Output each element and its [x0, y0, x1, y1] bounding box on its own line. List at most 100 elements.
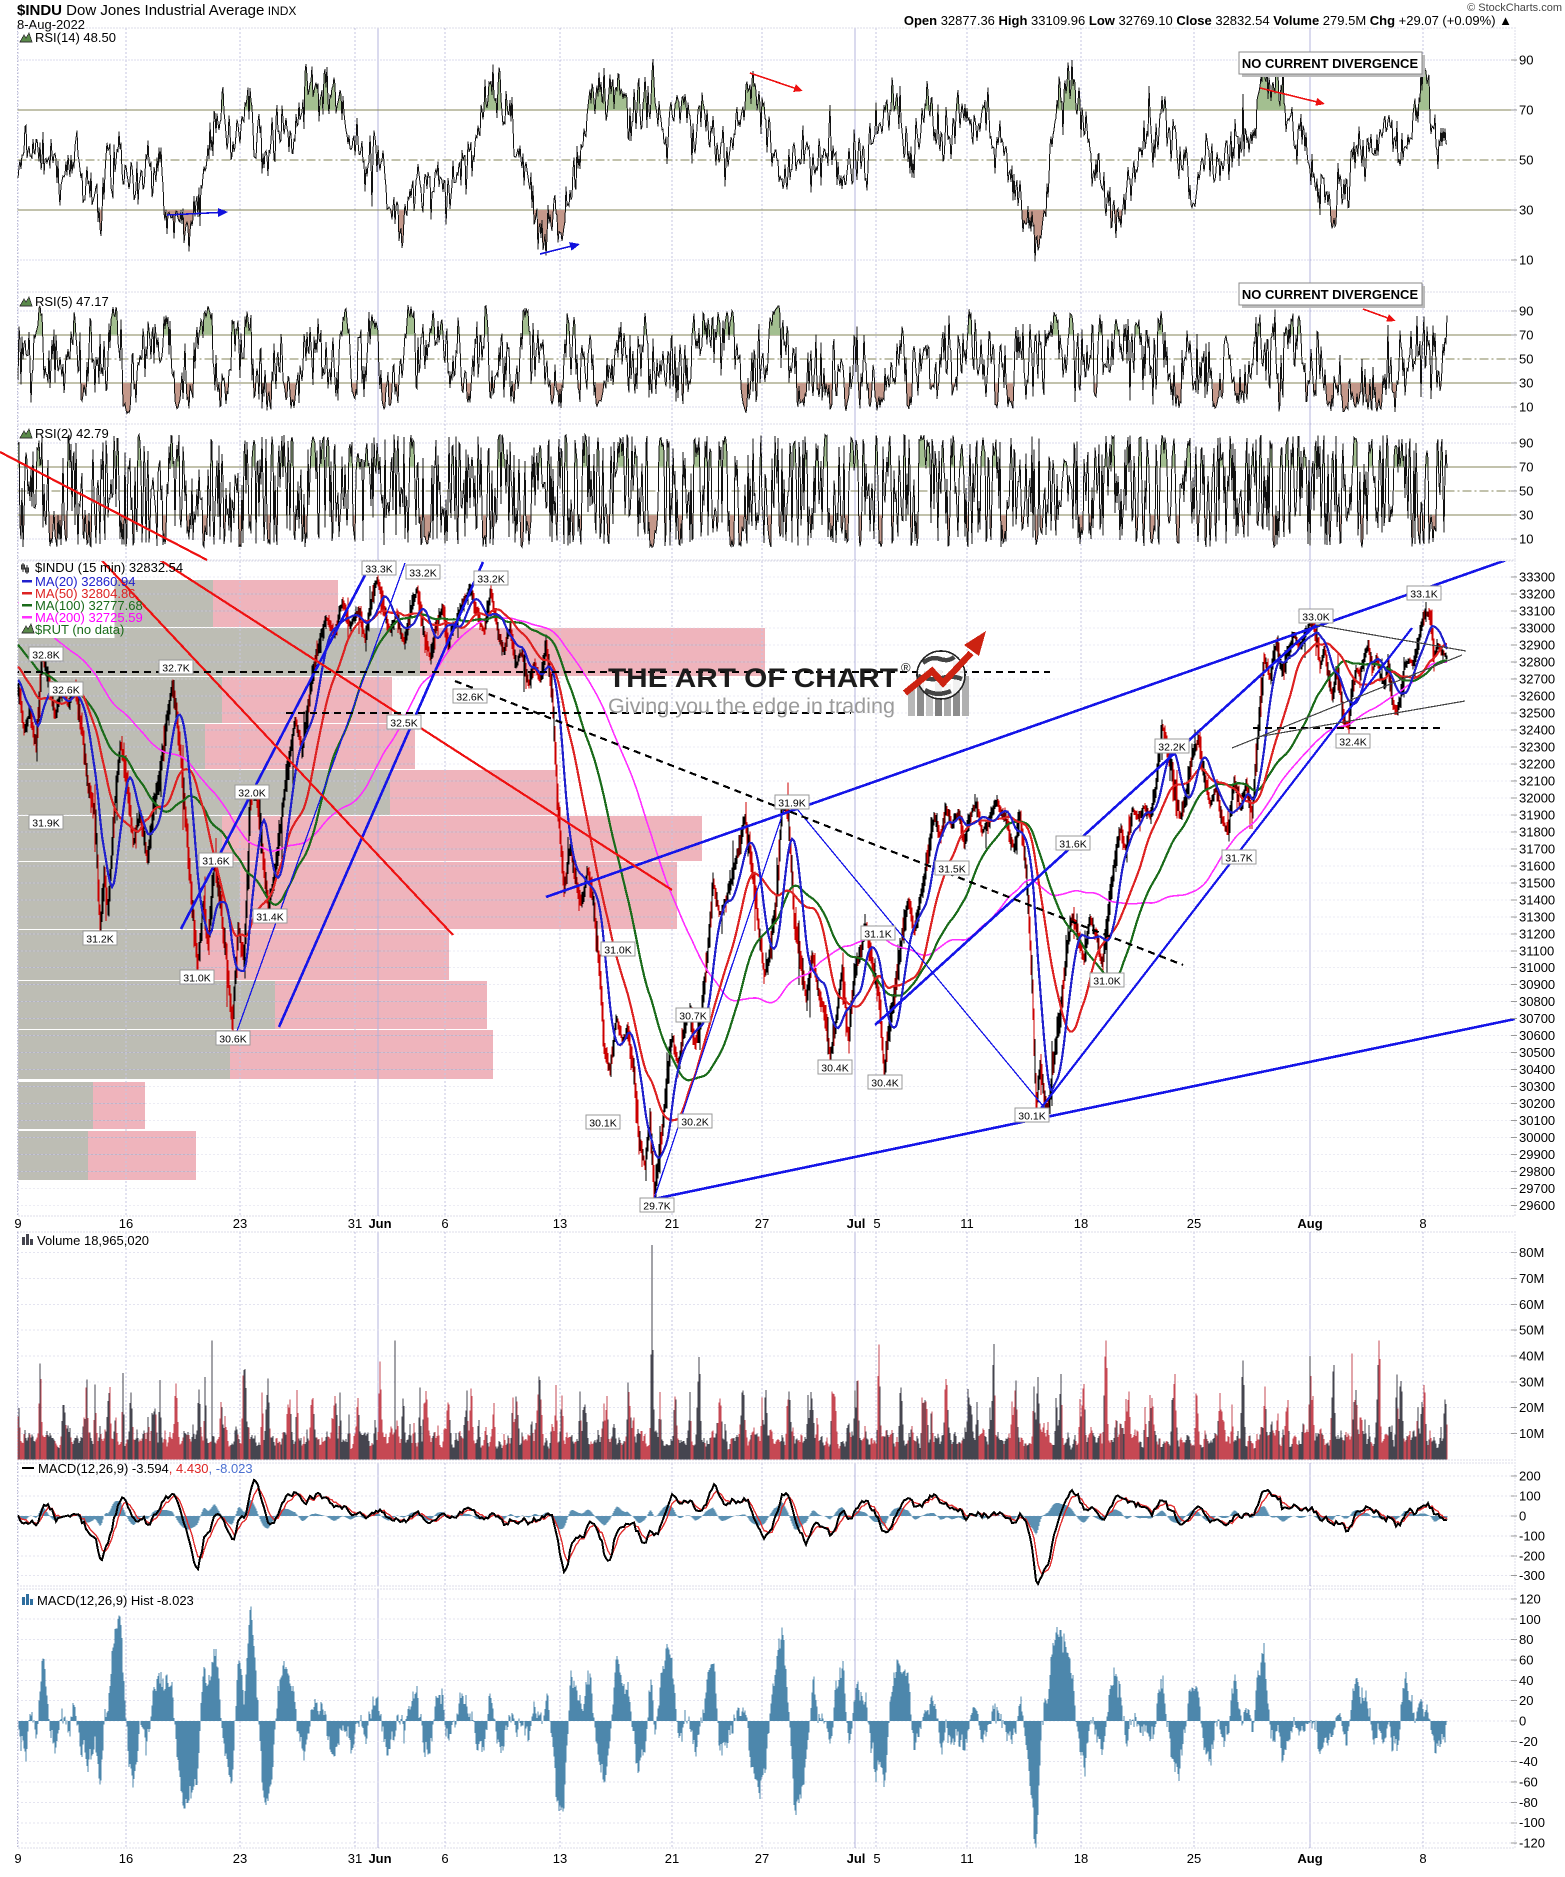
- svg-text:-200: -200: [1519, 1548, 1545, 1563]
- svg-text:31.1K: 31.1K: [864, 929, 891, 941]
- svg-text:-40: -40: [1519, 1754, 1538, 1769]
- svg-text:RSI(5) 47.17: RSI(5) 47.17: [35, 294, 109, 309]
- svg-text:27: 27: [755, 1216, 769, 1231]
- svg-text:32.7K: 32.7K: [162, 663, 189, 675]
- svg-text:MA(100) 32777.68: MA(100) 32777.68: [35, 598, 143, 613]
- svg-text:33.1K: 33.1K: [1410, 589, 1437, 601]
- svg-text:21: 21: [665, 1216, 679, 1231]
- svg-text:9: 9: [14, 1216, 21, 1231]
- svg-text:31600: 31600: [1519, 858, 1555, 873]
- svg-text:11: 11: [960, 1851, 974, 1866]
- svg-text:60: 60: [1519, 1653, 1533, 1668]
- svg-text:8-Aug-2022: 8-Aug-2022: [17, 17, 85, 32]
- svg-text:THE ART OF CHART: THE ART OF CHART: [608, 663, 899, 693]
- svg-text:200: 200: [1519, 1469, 1541, 1484]
- svg-text:30.1K: 30.1K: [1018, 1111, 1045, 1123]
- svg-text:60M: 60M: [1519, 1297, 1544, 1312]
- svg-text:25: 25: [1187, 1216, 1201, 1231]
- svg-text:Aug: Aug: [1297, 1851, 1322, 1866]
- svg-text:Jul: Jul: [847, 1216, 866, 1231]
- svg-text:20: 20: [1519, 1693, 1533, 1708]
- svg-text:30700: 30700: [1519, 1011, 1555, 1026]
- svg-text:30M: 30M: [1519, 1374, 1544, 1389]
- svg-text:MA(200) 32725.59: MA(200) 32725.59: [35, 610, 143, 625]
- svg-text:9: 9: [14, 1851, 21, 1866]
- svg-text:30200: 30200: [1519, 1096, 1555, 1111]
- svg-text:30500: 30500: [1519, 1045, 1555, 1060]
- svg-text:31.4K: 31.4K: [256, 912, 283, 924]
- svg-text:31.9K: 31.9K: [32, 818, 59, 830]
- svg-text:16: 16: [119, 1851, 133, 1866]
- svg-text:30300: 30300: [1519, 1079, 1555, 1094]
- svg-text:23: 23: [233, 1216, 247, 1231]
- svg-text:30.4K: 30.4K: [871, 1078, 898, 1090]
- svg-text:NO CURRENT DIVERGENCE: NO CURRENT DIVERGENCE: [1242, 287, 1419, 302]
- svg-text:13: 13: [553, 1851, 567, 1866]
- svg-text:50: 50: [1519, 352, 1533, 367]
- svg-text:32300: 32300: [1519, 739, 1555, 754]
- svg-text:18: 18: [1074, 1851, 1088, 1866]
- svg-text:Volume 18,965,020: Volume 18,965,020: [37, 1233, 149, 1248]
- svg-text:90: 90: [1519, 304, 1533, 319]
- svg-text:30.1K: 30.1K: [589, 1118, 616, 1130]
- svg-text:33100: 33100: [1519, 604, 1555, 619]
- svg-text:30600: 30600: [1519, 1028, 1555, 1043]
- svg-text:40M: 40M: [1519, 1349, 1544, 1364]
- svg-text:18: 18: [1074, 1216, 1088, 1231]
- svg-text:31.6K: 31.6K: [202, 856, 229, 868]
- svg-text:10: 10: [1519, 399, 1533, 414]
- svg-text:Open 32877.36 High 33109.96 Lo: Open 32877.36 High 33109.96 Low 32769.10…: [904, 13, 1512, 28]
- svg-text:0: 0: [1519, 1714, 1526, 1729]
- svg-text:70: 70: [1519, 460, 1533, 475]
- svg-text:80M: 80M: [1519, 1245, 1544, 1260]
- svg-text:6: 6: [441, 1216, 448, 1231]
- svg-text:100: 100: [1519, 1489, 1541, 1504]
- svg-text:31400: 31400: [1519, 892, 1555, 907]
- svg-text:32700: 32700: [1519, 671, 1555, 686]
- svg-text:30.2K: 30.2K: [681, 1117, 708, 1129]
- svg-text:31.9K: 31.9K: [778, 798, 805, 810]
- svg-text:31.5K: 31.5K: [938, 864, 965, 876]
- svg-text:6: 6: [441, 1851, 448, 1866]
- svg-text:29700: 29700: [1519, 1181, 1555, 1196]
- svg-text:-80: -80: [1519, 1795, 1538, 1810]
- svg-text:-100: -100: [1519, 1815, 1545, 1830]
- svg-text:Jun: Jun: [368, 1851, 391, 1866]
- svg-text:32200: 32200: [1519, 756, 1555, 771]
- svg-text:40: 40: [1519, 1673, 1533, 1688]
- svg-text:31.0K: 31.0K: [183, 973, 210, 985]
- svg-text:50: 50: [1519, 153, 1533, 168]
- svg-text:-60: -60: [1519, 1775, 1538, 1790]
- svg-text:31200: 31200: [1519, 926, 1555, 941]
- svg-text:10: 10: [1519, 532, 1533, 547]
- svg-text:-100: -100: [1519, 1528, 1545, 1543]
- svg-text:33.2K: 33.2K: [477, 574, 504, 586]
- svg-text:NO CURRENT DIVERGENCE: NO CURRENT DIVERGENCE: [1242, 56, 1419, 71]
- svg-text:31000: 31000: [1519, 960, 1555, 975]
- svg-text:80: 80: [1519, 1632, 1533, 1647]
- svg-text:32800: 32800: [1519, 654, 1555, 669]
- svg-text:$INDU Dow Jones Industrial Ave: $INDU Dow Jones Industrial Average INDX: [17, 2, 296, 19]
- svg-text:Giving you the edge in trading: Giving you the edge in trading: [608, 695, 895, 718]
- svg-text:29900: 29900: [1519, 1147, 1555, 1162]
- svg-text:31: 31: [348, 1216, 362, 1231]
- svg-text:31.0K: 31.0K: [604, 945, 631, 957]
- svg-text:90: 90: [1519, 53, 1533, 68]
- svg-text:MACD(12,26,9) Hist -8.023: MACD(12,26,9) Hist -8.023: [37, 1593, 194, 1608]
- svg-text:32.6K: 32.6K: [456, 692, 483, 704]
- svg-text:31: 31: [348, 1851, 362, 1866]
- svg-text:120: 120: [1519, 1591, 1541, 1606]
- svg-text:50: 50: [1519, 484, 1533, 499]
- svg-text:10M: 10M: [1519, 1426, 1544, 1441]
- svg-text:33.0K: 33.0K: [1302, 612, 1329, 624]
- svg-text:33300: 33300: [1519, 570, 1555, 585]
- svg-text:31.6K: 31.6K: [1059, 839, 1086, 851]
- svg-text:-20: -20: [1519, 1734, 1538, 1749]
- svg-text:32.6K: 32.6K: [52, 685, 79, 697]
- svg-text:5: 5: [873, 1216, 880, 1231]
- svg-text:32600: 32600: [1519, 688, 1555, 703]
- svg-text:29800: 29800: [1519, 1164, 1555, 1179]
- svg-text:33.3K: 33.3K: [365, 564, 392, 576]
- svg-text:50M: 50M: [1519, 1323, 1544, 1338]
- svg-text:Aug: Aug: [1297, 1216, 1322, 1231]
